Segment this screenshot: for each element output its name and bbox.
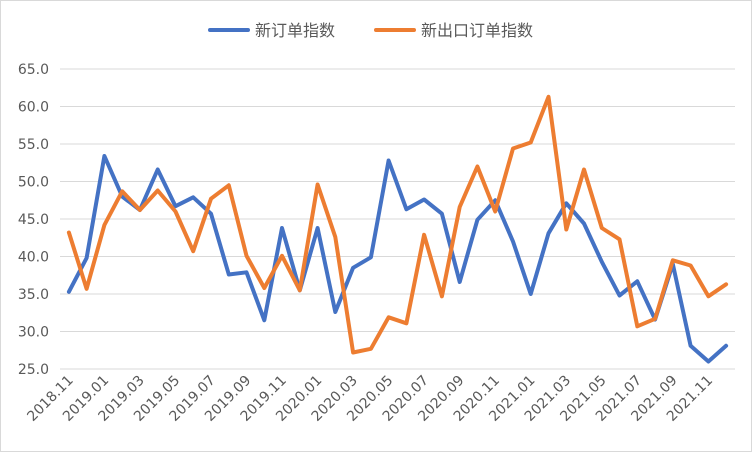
series-line-1 xyxy=(66,154,729,364)
y-tick-label: 35.0 xyxy=(18,287,49,303)
legend: 新订单指数 新出口订单指数 xyxy=(208,21,533,40)
x-axis-tick-labels: 2018.112019.012019.032019.052019.072019.… xyxy=(24,373,716,425)
y-tick-label: 30.0 xyxy=(18,325,49,341)
legend-label: 新订单指数 xyxy=(255,21,335,40)
gridlines xyxy=(60,68,735,370)
y-tick-label: 45.0 xyxy=(18,212,49,228)
y-tick-label: 60.0 xyxy=(18,100,49,116)
series-line-2 xyxy=(66,94,729,355)
series-lines xyxy=(66,94,729,364)
y-tick-label: 55.0 xyxy=(18,137,49,153)
y-tick-label: 40.0 xyxy=(18,250,49,266)
y-axis-tick-labels: 25.0 30.0 35.0 40.0 45.0 50.0 55.0 60.0 65.0 xyxy=(18,62,49,378)
legend-label: 新出口订单指数 xyxy=(421,21,533,40)
y-tick-label: 65.0 xyxy=(18,62,49,78)
y-tick-label: 50.0 xyxy=(18,175,49,191)
y-tick-label: 25.0 xyxy=(18,362,49,378)
